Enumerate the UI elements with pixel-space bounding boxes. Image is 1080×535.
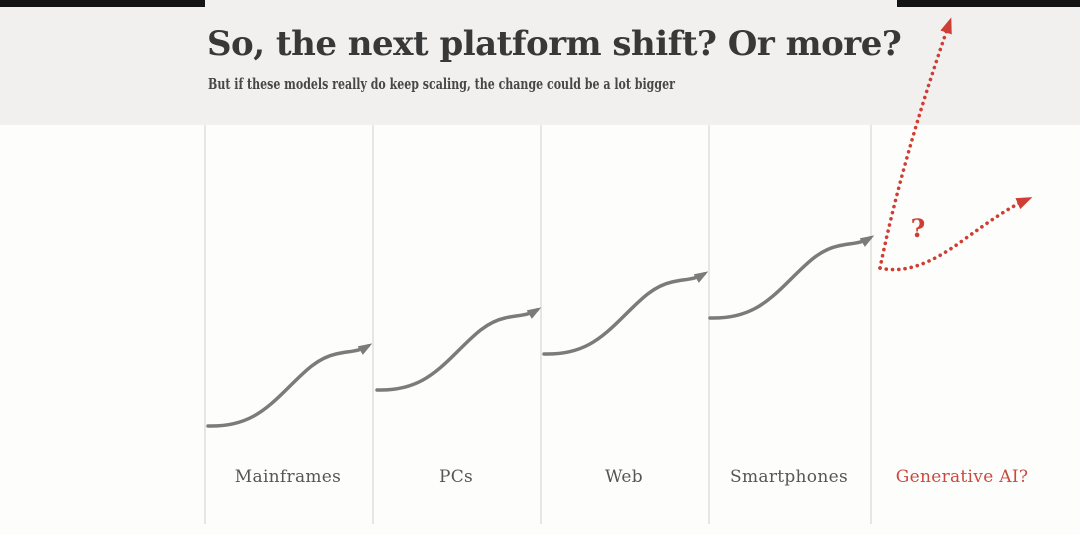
letterbox-bar-right	[897, 0, 1080, 7]
adoption-curve-web	[542, 271, 709, 356]
column-divider-4	[708, 125, 710, 524]
uncertainty-question-mark: ?	[910, 214, 926, 243]
column-divider-5	[870, 125, 872, 524]
label-smartphones: Smartphones	[730, 467, 848, 487]
slide-header: So, the next platform shift? Or more? Bu…	[0, 0, 1080, 125]
letterbox-bar-left	[0, 0, 205, 7]
slide-subtitle: But if these models really do keep scali…	[208, 76, 675, 93]
column-divider-2	[372, 125, 374, 524]
slide-title: So, the next platform shift? Or more?	[207, 24, 902, 64]
label-generative-ai: Generative AI?	[895, 467, 1029, 487]
column-divider-3	[540, 125, 542, 524]
label-pcs: PCs	[438, 467, 474, 487]
column-divider-1	[204, 125, 206, 524]
label-mainframes: Mainframes	[234, 467, 342, 487]
genai-arrow-steep	[878, 17, 952, 270]
adoption-curve-mainframes	[206, 343, 373, 428]
label-web: Web	[605, 467, 643, 487]
genai-arrow-scurve	[878, 197, 1033, 272]
adoption-curve-smartphones	[708, 235, 875, 320]
adoption-curve-pcs	[375, 307, 542, 392]
